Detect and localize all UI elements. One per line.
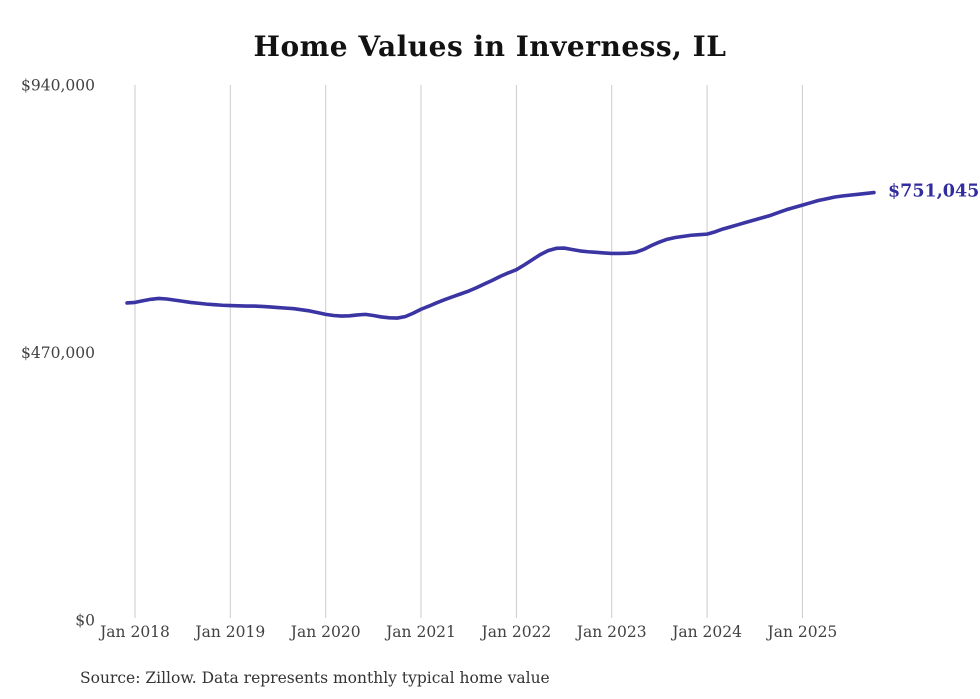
y-axis-tick-labels: $940,000 $470,000 $0	[21, 77, 95, 630]
y-tick-label: $0	[75, 612, 95, 630]
x-tick-label: Jan 2020	[289, 623, 361, 641]
x-tick-label: Jan 2023	[575, 623, 647, 641]
x-axis-tick-labels: Jan 2018 Jan 2019 Jan 2020 Jan 2021 Jan 2022…	[98, 623, 837, 641]
latest-value-label: $751,045	[888, 182, 979, 202]
x-tick-label: Jan 2018	[98, 623, 170, 641]
x-tick-label: Jan 2024	[670, 623, 742, 641]
y-tick-label: $940,000	[21, 77, 95, 95]
x-tick-label: Jan 2025	[765, 623, 837, 641]
x-tick-label: Jan 2022	[479, 623, 551, 641]
x-tick-label: Jan 2021	[384, 623, 456, 641]
vertical-gridlines	[134, 85, 803, 618]
source-note: Source: Zillow. Data represents monthly …	[80, 669, 550, 687]
home-value-series-line	[125, 190, 876, 320]
chart-title: Home Values in Inverness, IL	[253, 30, 727, 63]
y-tick-label: $470,000	[21, 344, 95, 362]
x-tick-label: Jan 2019	[193, 623, 265, 641]
